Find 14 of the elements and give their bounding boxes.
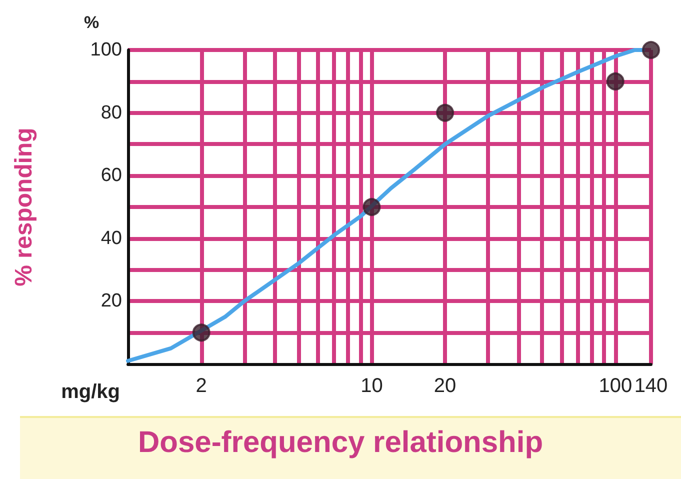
x-tick-label: 140 xyxy=(634,375,668,397)
x-axis-title: mg/kg xyxy=(61,381,120,403)
x-tick-label: 10 xyxy=(360,375,383,397)
y-tick-label: 80 xyxy=(100,102,122,124)
x-tick-label: 100 xyxy=(598,375,632,397)
y-tick-label: 40 xyxy=(100,228,122,249)
text: Dose-frequency relationship xyxy=(136,426,544,460)
y-tick-label: 20 xyxy=(100,290,122,312)
y-tick-label: 100 xyxy=(90,40,122,60)
text: % xyxy=(84,13,100,32)
x-tick-label: 2 xyxy=(196,375,207,397)
x-tick-label: 20 xyxy=(434,375,456,397)
y-tick-label: 60 xyxy=(100,165,122,186)
y-axis-title: % responding xyxy=(10,128,38,286)
